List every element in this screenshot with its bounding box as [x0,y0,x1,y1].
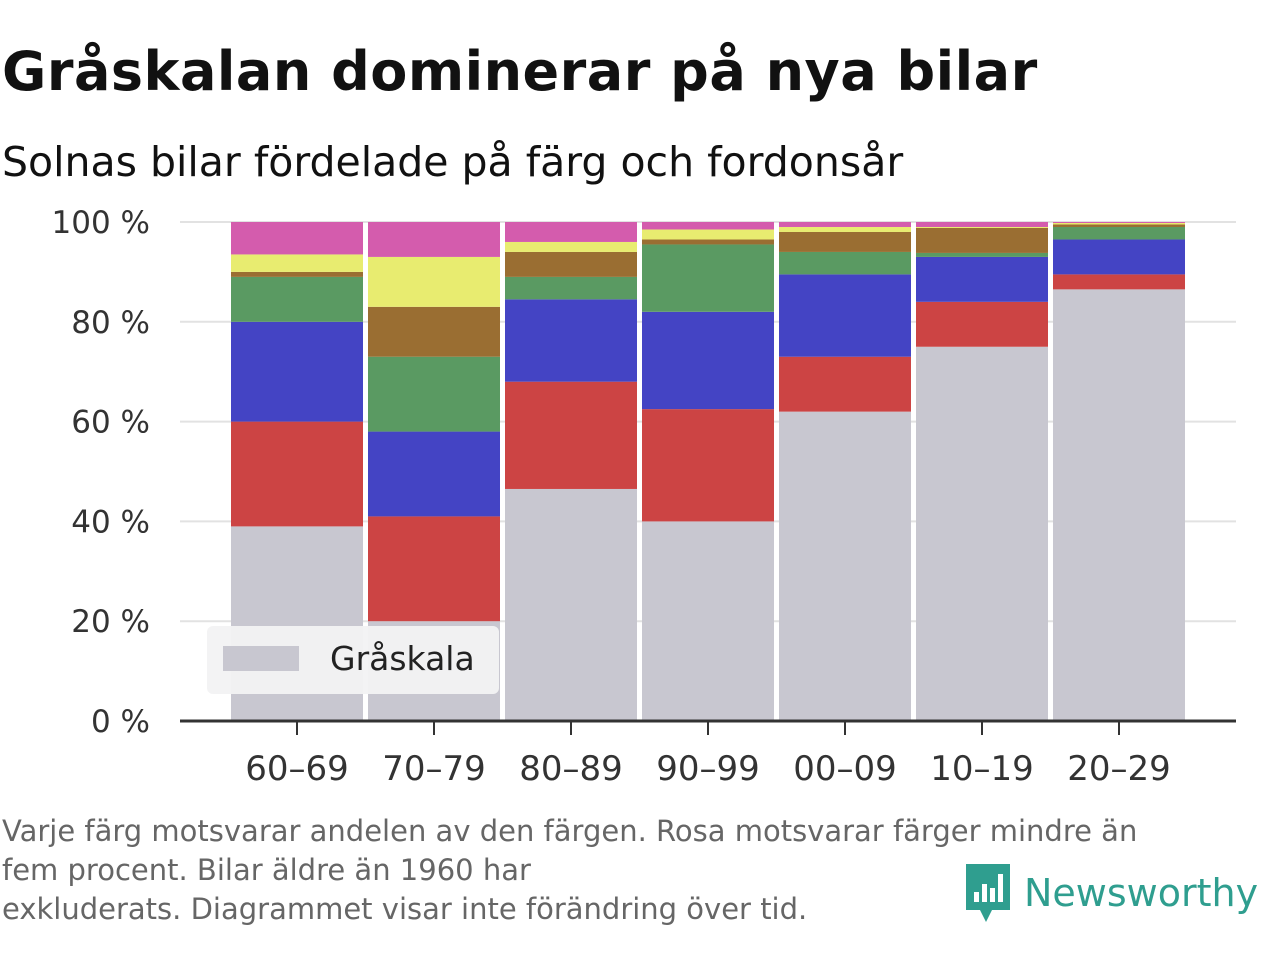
bar-segment [505,381,637,489]
legend: Gråskala [207,626,499,694]
legend-background [207,626,499,694]
brand-logo: Newsworthy [962,860,1258,926]
y-tick-label: 100 % [52,205,150,241]
bar-segment [779,411,911,721]
bar-segment [642,311,774,410]
bar-segment [231,254,363,272]
x-tick-label: 00–09 [793,749,897,789]
bar-segment [916,256,1048,302]
bar-segment [505,251,637,277]
bar-segment [916,227,1048,253]
bar-segment [916,222,1048,227]
y-tick-label: 60 % [71,405,150,441]
bar-segment [1053,274,1185,290]
bar-segment [779,226,911,232]
x-tick-label: 70–79 [382,749,486,789]
legend-swatch-graskala [223,646,299,671]
bar-segment [1053,224,1185,227]
footnote-line-2: fem procent. Bilar äldre än 1960 har [2,853,531,887]
bar-segment [1053,222,1185,223]
footnote-line-1: Varje färg motsvarar andelen av den färg… [2,814,1138,848]
bar-segment [642,222,774,230]
bar-segment [368,306,500,357]
x-tick-label: 90–99 [656,749,760,789]
bar-segment [642,409,774,522]
bar-segment [231,222,363,255]
brand-name: Newsworthy [1024,871,1259,915]
bar-segment [368,256,500,307]
bar-segment [1053,222,1185,225]
x-tick-label: 80–89 [519,749,623,789]
bar-segment [779,274,911,357]
bar-segment [231,276,363,322]
bar-segment [368,222,500,257]
newsworthy-logo-icon [966,864,1010,922]
bar-segment [231,421,363,527]
legend-label-graskala: Gråskala [330,639,475,678]
bar-segment [1053,289,1185,721]
bar-segment [642,244,774,312]
bar-segment [368,516,500,622]
x-tick-label: 20–29 [1067,749,1171,789]
y-tick-label: 20 % [71,604,150,640]
stacked-bar-chart: 0 % 20 % 40 % 60 % 80 % 100 % 60–69 70–79 80–89 9… [52,205,1236,789]
bar-segment [916,301,1048,347]
bar-segment [231,321,363,422]
bar-segment [505,299,637,382]
bar-segment [916,346,1048,721]
axes: 0 % 20 % 40 % 60 % 80 % 100 % 60–69 70–79 80–89 9… [52,205,1236,789]
bar-segment [916,226,1048,228]
footnote-line-3: exkluderats. Diagrammet visar inte förän… [2,892,808,926]
footnote: Varje färg motsvarar andelen av den färg… [2,812,1252,929]
bar-segment [916,252,1048,257]
chart-subtitle: Solnas bilar fördelade på färg och fordo… [2,138,904,186]
bar-segment [779,356,911,412]
x-tick-label: 10–19 [930,749,1034,789]
bar-segment [368,356,500,432]
bar-segment [505,222,637,242]
bar-segment [642,239,774,245]
chart-title: Gråskalan dominerar på nya bilar [2,40,1038,103]
bar-segment [1053,226,1185,240]
bar-segment [505,241,637,252]
bar-segment [779,222,911,227]
bar-segment [779,251,911,275]
y-tick-label: 40 % [71,504,150,540]
bar-segment [231,271,363,277]
bar-segment [368,431,500,517]
y-tick-label: 80 % [71,305,150,341]
bar-segment [779,231,911,252]
bar-segment [1053,239,1185,275]
bar-segment [505,488,637,721]
bar-segment [505,276,637,300]
y-tick-label: 0 % [91,704,150,740]
bar-segment [642,521,774,721]
x-tick-label: 60–69 [245,749,349,789]
bar-segment [642,229,774,240]
bars [231,222,1185,721]
